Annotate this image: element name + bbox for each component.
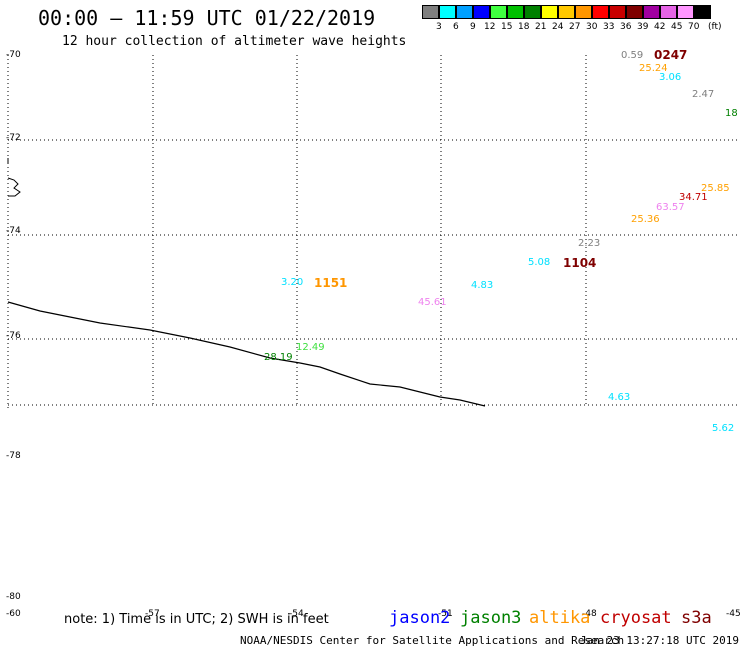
satellite-legend-altika: altika (529, 608, 591, 628)
wave-height-label: 2.23 (578, 238, 601, 249)
footer-note: note: 1) Time is in UTC; 2) SWH is in fe… (64, 612, 329, 627)
wave-height-label: 0.59 (621, 50, 644, 61)
colorbar-label: 42 (654, 22, 666, 32)
wave-height-label: 3.06 (659, 72, 682, 83)
coastline-fragment (7, 177, 21, 197)
colorbar-unit: (ft) (708, 22, 722, 32)
colorbar-swatch (558, 5, 575, 19)
wave-height-label: 45.61 (418, 297, 447, 308)
wave-height-label: 4.83 (471, 280, 494, 291)
colorbar-swatch (609, 5, 626, 19)
wave-height-label: 25.85 (701, 183, 730, 194)
satellite-legend-cryosat: cryosat (600, 608, 672, 628)
colorbar-swatch (592, 5, 609, 19)
wave-height-label: 34.71 (679, 192, 708, 203)
colorbar-label: 70 (688, 22, 700, 32)
wave-height-label: 18 (725, 108, 738, 119)
coastline (7, 301, 486, 407)
colorbar-label: 39 (637, 22, 649, 32)
issued-timestamp: Jan 23 13:27:18 UTC 2019 (580, 634, 739, 647)
pass-time-label: 1104 (563, 256, 597, 270)
wave-height-label: 25.36 (631, 214, 660, 225)
colorbar-label: 6 (453, 22, 459, 32)
colorbar-swatch (660, 5, 677, 19)
colorbar-swatch (456, 5, 473, 19)
lat-label: -78 (6, 451, 21, 461)
colorbar-label: 24 (552, 22, 564, 32)
lon-label: -51 (438, 609, 453, 619)
satellite-legend-s3a: s3a (681, 608, 712, 628)
colorbar-swatch (541, 5, 558, 19)
wave-height-label: 28.19 (264, 352, 293, 363)
colorbar-swatch (575, 5, 592, 19)
wave-height-label: 5.08 (528, 257, 551, 268)
lat-label: -60 (6, 609, 21, 619)
colorbar-swatch (473, 5, 490, 19)
map-title: 00:00 – 11:59 UTC 01/22/2019 (38, 6, 376, 30)
colorbar-label: 9 (470, 22, 476, 32)
satellite-legend-jason3: jason3 (460, 608, 522, 628)
colorbar-swatch (490, 5, 507, 19)
colorbar-label: 12 (484, 22, 496, 32)
colorbar-swatch (643, 5, 660, 19)
wave-height-label: 2.47 (692, 89, 715, 100)
lat-label: -70 (6, 50, 21, 60)
colorbar-label: 15 (501, 22, 513, 32)
colorbar-label: 30 (586, 22, 598, 32)
colorbar-swatch (422, 5, 439, 19)
lat-label: -80 (6, 592, 21, 602)
satellite-legend-jason2: jason2 (389, 608, 451, 628)
colorbar-label: 33 (603, 22, 615, 32)
wave-height-label: 3.20 (281, 277, 304, 288)
lon-label: -54 (289, 609, 304, 619)
lon-label: -48 (582, 609, 597, 619)
lat-label: -72 (6, 133, 21, 143)
map-subtitle: 12 hour collection of altimeter wave hei… (62, 34, 407, 49)
colorbar-label: 45 (671, 22, 683, 32)
pass-time-label: 1151 (314, 276, 348, 290)
wave-height-label: 63.57 (656, 202, 685, 213)
colorbar-swatch (626, 5, 643, 19)
colorbar-label: 36 (620, 22, 632, 32)
colorbar-swatch (439, 5, 456, 19)
wave-height-label: 12.49 (296, 342, 325, 353)
colorbar-swatch (694, 5, 711, 19)
colorbar-swatch (524, 5, 541, 19)
lat-label: -74 (6, 226, 21, 236)
credit-line: NOAA/NESDIS Center for Satellite Applica… (240, 634, 625, 647)
wave-height-label: 25.24 (639, 63, 668, 74)
colorbar-label: 27 (569, 22, 581, 32)
colorbar-label: 18 (518, 22, 530, 32)
wave-height-label: 5.62 (712, 423, 735, 434)
colorbar-swatch (677, 5, 694, 19)
lon-label: -57 (145, 609, 160, 619)
lon-label: -45 (726, 609, 740, 619)
pass-time-label: 0247 (654, 48, 688, 62)
colorbar-label: 3 (436, 22, 442, 32)
lat-label: -76 (6, 331, 21, 341)
wave-height-label: 4.63 (608, 392, 631, 403)
colorbar-label: 21 (535, 22, 547, 32)
colorbar-swatch (507, 5, 524, 19)
